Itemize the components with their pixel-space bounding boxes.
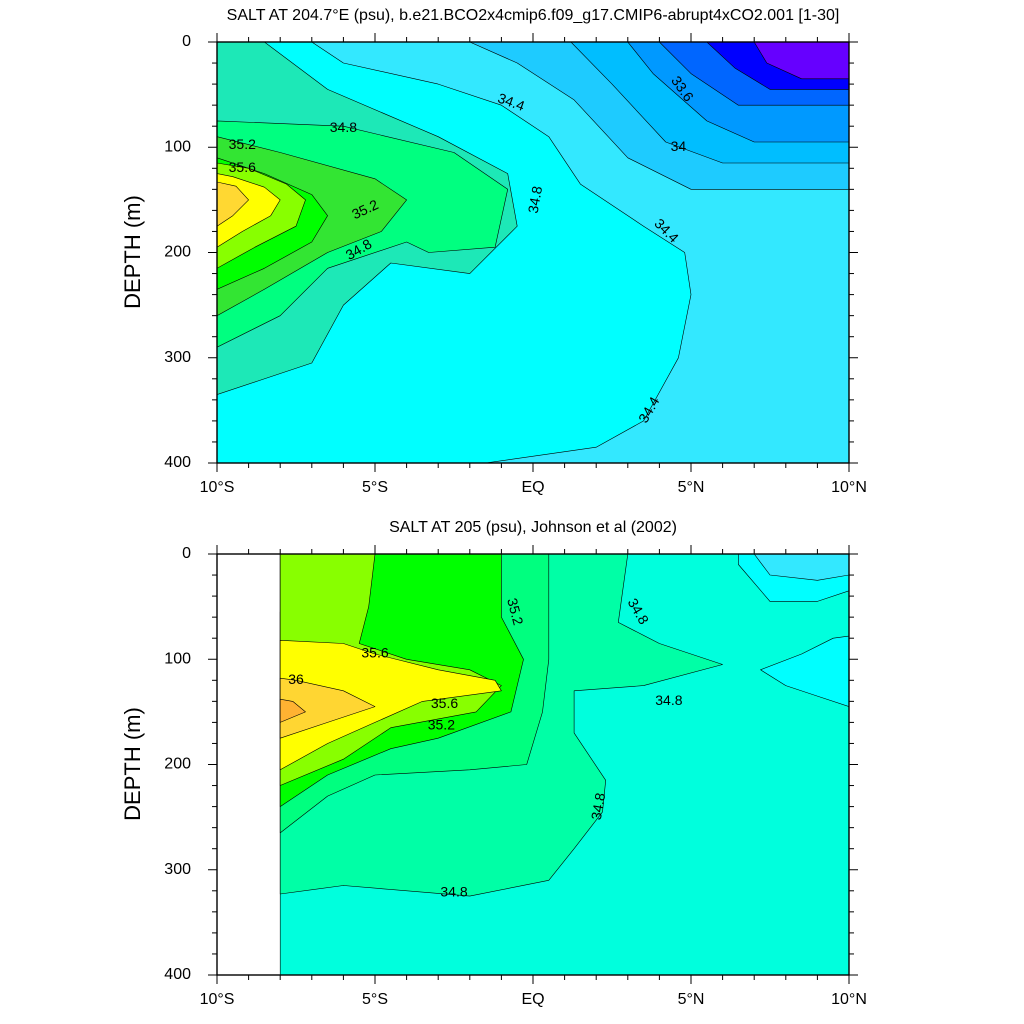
contour-fills (279, 554, 849, 975)
x-tick-label: EQ (521, 991, 544, 1008)
panel-top: SALT AT 204.7°E (psu), b.e21.BCO2x4cmip6… (120, 7, 867, 496)
y-tick-label: 300 (164, 349, 191, 366)
contour-label: 34.8 (525, 185, 546, 215)
x-tick-label: EQ (521, 479, 544, 496)
x-tick-label: 10°N (831, 479, 867, 496)
contour-label: 34.8 (588, 791, 609, 821)
contour-label: 34 (671, 138, 687, 154)
contour-label: 34.8 (330, 119, 357, 135)
chart-title: SALT AT 205 (psu), Johnson et al (2002) (389, 519, 677, 536)
contour-label: 36 (288, 671, 304, 687)
contour-region (279, 639, 502, 771)
x-tick-label: 5°S (362, 479, 388, 496)
contour-label: 35.2 (504, 596, 527, 627)
contour-region (279, 677, 376, 739)
y-tick-label: 100 (164, 138, 191, 155)
x-tick-label: 10°S (200, 991, 235, 1008)
contour-label: 35.6 (431, 695, 458, 711)
contour-label: 35.2 (428, 716, 455, 732)
panel-bottom: SALT AT 205 (psu), Johnson et al (2002) … (120, 519, 867, 1008)
y-tick-label: 400 (164, 454, 191, 471)
contour-plot: 34.4 33.634.83435.235.634.834.435.234.834… (164, 33, 867, 496)
contour-fills (217, 42, 849, 463)
contour-region (217, 181, 249, 227)
x-tick-label: 5°N (678, 991, 705, 1008)
y-axis-label: DEPTH (m) (120, 707, 145, 821)
y-tick-label: 0 (182, 545, 191, 562)
contour-label: 35.6 (229, 159, 256, 175)
y-tick-label: 400 (164, 966, 191, 983)
contour-region (753, 42, 849, 80)
y-axis-label: DEPTH (m) (120, 195, 145, 309)
contour-region (753, 554, 849, 581)
contour-label: 35.2 (229, 136, 256, 152)
y-tick-label: 0 (182, 33, 191, 50)
y-tick-label: 300 (164, 861, 191, 878)
contour-label: 35.6 (361, 645, 388, 661)
x-tick-label: 10°S (200, 479, 235, 496)
x-tick-label: 5°S (362, 991, 388, 1008)
contour-label: 34.8 (440, 884, 467, 900)
y-tick-label: 200 (164, 756, 191, 773)
chart-title: SALT AT 204.7°E (psu), b.e21.BCO2x4cmip6… (227, 7, 840, 24)
x-tick-label: 5°N (678, 479, 705, 496)
y-tick-label: 200 (164, 244, 191, 261)
contour-label: 34.8 (655, 692, 682, 708)
contour-region (279, 698, 306, 723)
y-tick-label: 100 (164, 650, 191, 667)
contour-region (760, 635, 849, 707)
x-tick-label: 10°N (831, 991, 867, 1008)
